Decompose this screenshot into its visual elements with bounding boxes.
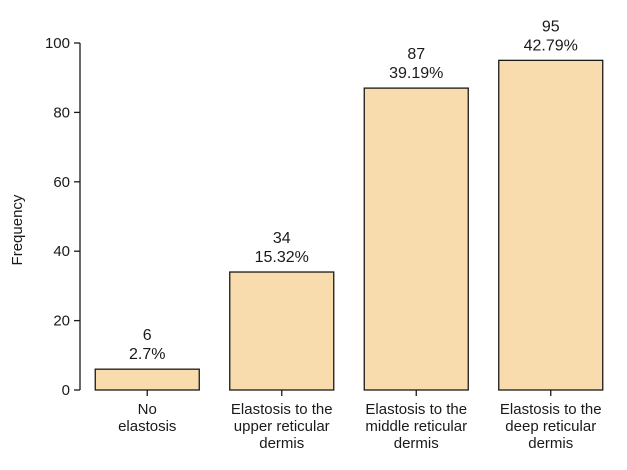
bar — [363, 87, 469, 391]
y-axis-label: Frequency — [9, 194, 26, 265]
data-label-percent: 2.7% — [129, 346, 165, 363]
bar — [229, 271, 335, 391]
bar — [94, 368, 200, 391]
x-category-label: dermis — [528, 435, 573, 452]
y-tick-label: 100 — [45, 35, 70, 52]
x-category-label: Elastosis to the — [500, 401, 602, 418]
data-label-count: 87 — [407, 46, 425, 63]
bars — [94, 59, 604, 391]
y-tick-label: 20 — [53, 313, 70, 330]
x-category-label: Elastosis to the — [365, 401, 467, 418]
y-tick-label: 80 — [53, 104, 70, 121]
data-label-percent: 42.79% — [524, 37, 578, 54]
y-tick-label: 60 — [53, 174, 70, 191]
x-category-label: dermis — [394, 435, 439, 452]
x-category-label: elastosis — [118, 418, 176, 435]
x-category-label: dermis — [259, 435, 304, 452]
x-category-label: upper reticular — [234, 418, 330, 435]
y-tick-label: 0 — [62, 382, 70, 399]
axes: 0 20 40 60 80 100 — [45, 35, 552, 399]
x-category-label: middle reticular — [365, 418, 467, 435]
bar — [498, 59, 604, 391]
x-category-label: No — [138, 401, 157, 418]
x-category-label: deep reticular — [505, 418, 596, 435]
x-category-label: Elastosis to the — [231, 401, 333, 418]
data-label-count: 6 — [143, 327, 152, 344]
data-labels: 6 2.7% 34 15.32% 87 39.19% 95 42.79% — [129, 18, 578, 363]
data-label-count: 95 — [542, 18, 560, 35]
y-tick-label: 40 — [53, 243, 70, 260]
data-label-percent: 39.19% — [389, 65, 443, 82]
data-label-count: 34 — [273, 230, 291, 247]
data-label-percent: 15.32% — [255, 249, 309, 266]
